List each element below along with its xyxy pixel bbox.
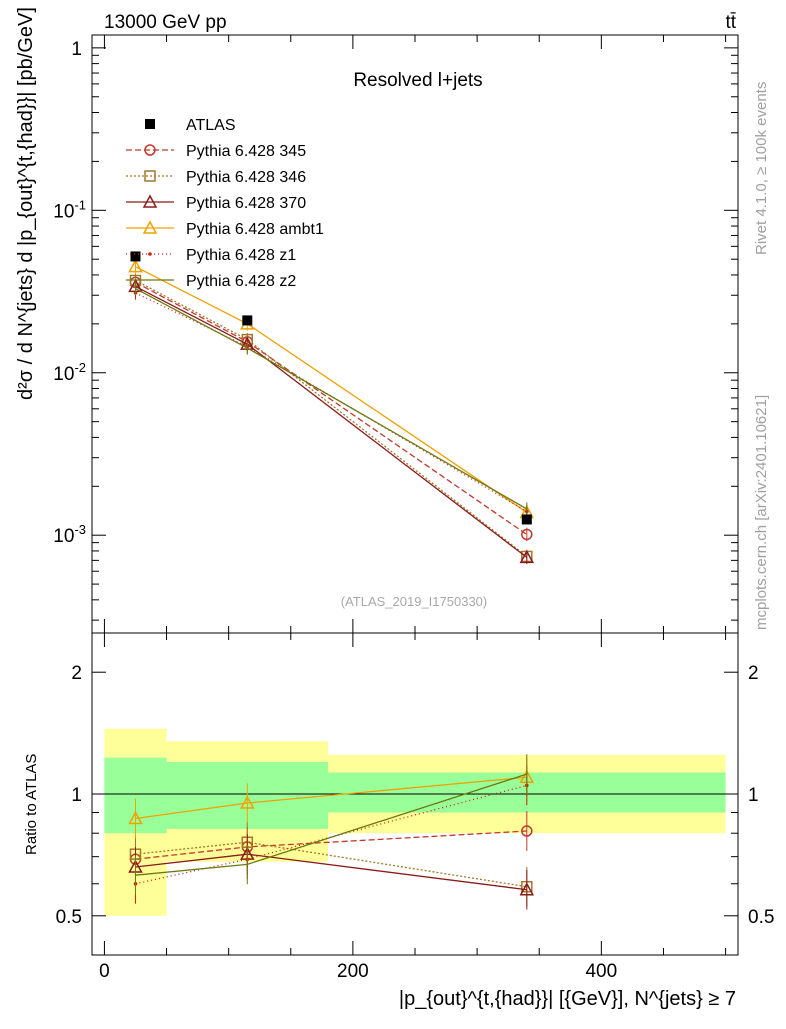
ratio-marker-2	[519, 882, 535, 896]
series-marker-3	[128, 259, 143, 273]
energy-label: 13000 GeV pp	[104, 12, 227, 33]
mcplots-label: mcplots.cern.ch [arXiv:2401.10621]	[753, 395, 770, 630]
legend-marker-2	[144, 170, 156, 182]
legend-label: Pythia 6.428 345	[186, 143, 306, 160]
ratio-tick-label-right: 1	[748, 785, 759, 806]
ratio-tick-label-right: 2	[748, 663, 759, 684]
y-tick-label-0-1: 10-1	[53, 197, 86, 222]
main-series	[128, 251, 535, 565]
x-tick-label: 0	[99, 961, 110, 982]
y-tick-label-0-001: 10-3	[53, 522, 86, 547]
analysis-tag: (ATLAS_2019_I1750330)	[341, 594, 487, 609]
series-marker-0	[521, 528, 533, 541]
series-line-1	[135, 279, 528, 557]
legend-label: Pythia 6.428 ambt1	[186, 221, 324, 238]
legend: ATLAS Pythia 6.428 345 Pythia 6.428 346 Pyt…	[126, 117, 324, 290]
y-tick-label-0-01: 10-2	[53, 360, 86, 385]
ratio-bands	[104, 728, 726, 916]
y-axis-label: d²σ / d N^{jets} d |p_{out}^{t,{had}}| […	[15, 7, 37, 400]
ratio-tick-label-left: 2	[71, 663, 82, 684]
x-tick-label: 400	[585, 961, 617, 982]
ratio-marker-0	[521, 825, 533, 837]
chart-title: Resolved l+jets	[353, 70, 482, 91]
ratio-marker-3	[128, 810, 143, 825]
legend-marker-4	[142, 220, 158, 234]
y-tick-label-1: 1	[71, 39, 82, 60]
legend-label: Pythia 6.428 370	[186, 195, 306, 212]
legend-label: ATLAS	[186, 117, 236, 134]
legend-label: Pythia 6.428 z2	[186, 273, 296, 290]
ratio-tick-label-left: 1	[71, 785, 82, 806]
ratio-tick-label-right: 0.5	[748, 907, 774, 928]
series-marker-2	[519, 549, 535, 564]
main-axes: 1 10-1 10-2 10-3	[53, 35, 738, 633]
ratio-tick-label-left: 0.5	[56, 907, 82, 928]
series-line-5	[135, 287, 528, 510]
ratio-marker-3	[240, 795, 255, 809]
legend-marker-5	[148, 252, 152, 256]
legend-marker-atlas	[145, 119, 155, 129]
legend-marker-3	[142, 194, 158, 208]
process-label: tt̄	[725, 12, 736, 33]
legend-label: Pythia 6.428 346	[186, 169, 306, 186]
series-line-4	[135, 292, 528, 513]
atlas-data-point	[130, 251, 141, 262]
legend-label: Pythia 6.428 z1	[186, 247, 296, 264]
x-tick-label: 200	[337, 961, 369, 982]
series-line-2	[135, 285, 528, 558]
rivet-label: Rivet 4.1.0, ≥ 100k events	[753, 82, 770, 255]
atlas-data-point	[521, 514, 532, 525]
atlas-data-point	[242, 315, 253, 326]
ratio-series	[128, 754, 535, 910]
ratio-y-axis-label: Ratio to ATLAS	[23, 754, 40, 855]
legend-marker-1	[144, 144, 156, 156]
x-axis-label: |p_{out}^{t,{had}}| [{GeV}], N^{jets} ≥ …	[399, 988, 736, 1010]
ratio-axes: 0.5 0.5 1 1 2 2 0 200 400	[56, 633, 774, 982]
